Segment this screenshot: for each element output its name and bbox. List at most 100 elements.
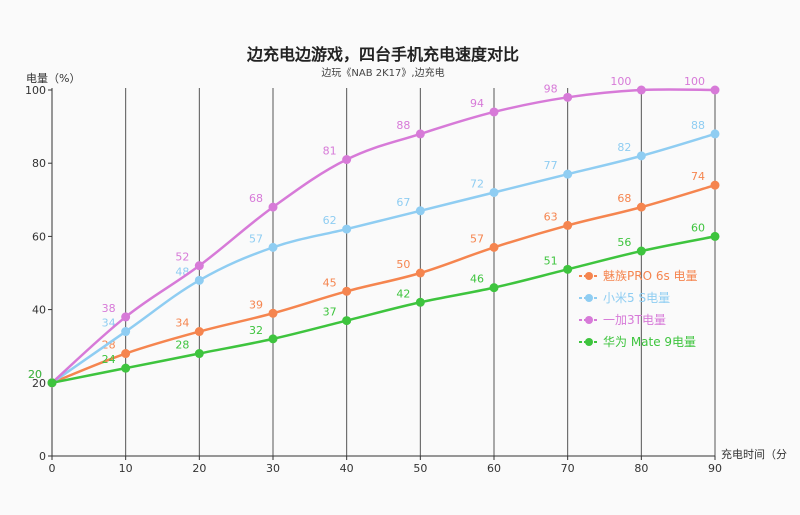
data-label: 81: [323, 145, 337, 158]
data-point: [342, 224, 352, 234]
data-point: [489, 283, 499, 293]
legend-label: 一加3T电量: [603, 313, 666, 327]
data-point: [268, 202, 278, 212]
data-point: [563, 92, 573, 102]
data-point: [415, 297, 425, 307]
y-tick-label: 40: [32, 304, 46, 317]
data-label: 20: [28, 368, 42, 381]
data-point: [268, 242, 278, 252]
data-label: 68: [249, 192, 263, 205]
data-label: 51: [544, 254, 558, 267]
data-point: [194, 261, 204, 271]
data-label: 32: [249, 324, 263, 337]
data-point: [636, 85, 646, 95]
x-tick-label: 50: [413, 462, 427, 475]
data-label: 50: [396, 258, 410, 271]
data-label: 56: [617, 236, 631, 249]
data-point: [636, 202, 646, 212]
data-point: [194, 349, 204, 359]
data-point: [415, 129, 425, 139]
data-point: [710, 231, 720, 241]
chart-title: 边充电边游戏，四台手机充电速度对比: [246, 45, 519, 64]
x-tick-label: 0: [49, 462, 56, 475]
legend-item: 魅族PRO 6s 电量: [579, 268, 698, 283]
x-tick-label: 90: [708, 462, 722, 475]
x-tick-label: 60: [487, 462, 501, 475]
data-point: [121, 327, 131, 337]
data-label: 74: [691, 170, 705, 183]
y-tick-label: 0: [39, 450, 46, 463]
data-point: [489, 242, 499, 252]
series-line: [51, 132, 716, 384]
data-label: 77: [544, 159, 558, 172]
x-tick-label: 80: [634, 462, 648, 475]
data-label: 20: [28, 368, 42, 381]
data-label: 38: [102, 302, 116, 315]
data-point: [710, 180, 720, 190]
data-label: 67: [396, 196, 410, 209]
data-label: 100: [684, 75, 705, 88]
series-line: [51, 88, 716, 384]
data-point: [636, 151, 646, 161]
data-label: 39: [249, 298, 263, 311]
data-point: [121, 363, 131, 373]
data-label: 94: [470, 97, 484, 110]
x-tick-label: 30: [266, 462, 280, 475]
data-point: [710, 85, 720, 95]
data-point: [47, 378, 57, 388]
data-label: 98: [544, 82, 558, 95]
data-label: 57: [249, 232, 263, 245]
data-label: 45: [323, 276, 337, 289]
x-tick-label: 40: [340, 462, 354, 475]
data-label: 20: [28, 368, 42, 381]
data-label: 37: [323, 306, 337, 319]
data-label: 68: [617, 192, 631, 205]
data-point: [194, 327, 204, 337]
data-label: 72: [470, 177, 484, 190]
series-line: [51, 183, 716, 384]
series-group: 2028343945505763687420344857626772778288…: [28, 75, 720, 388]
legend-label: 华为 Mate 9电量: [603, 335, 696, 349]
data-label: 82: [617, 141, 631, 154]
data-label: 57: [470, 232, 484, 245]
data-label: 34: [175, 317, 189, 330]
data-point: [710, 129, 720, 139]
axes: 0 20 40 60 80 100 0 10 20 30 40 50 60 70 80 90: [25, 84, 722, 475]
data-point: [121, 349, 131, 359]
data-point: [563, 169, 573, 179]
series-4: 20 24 28 32 37 42 46 51 56 60: [28, 221, 720, 388]
data-point: [121, 312, 131, 322]
series-1: 20 28 34 39 45 50 57 63 68 74: [28, 170, 720, 388]
data-label: 60: [691, 221, 705, 234]
legend-swatch-dot: [585, 316, 593, 324]
legend-label: 小米5 S电量: [603, 291, 670, 305]
y-tick-label: 60: [32, 230, 46, 243]
data-label: 28: [175, 339, 189, 352]
data-label: 88: [691, 119, 705, 132]
data-point: [415, 206, 425, 216]
data-point: [489, 107, 499, 117]
y-tick-label: 100: [25, 84, 46, 97]
x-tick-label: 10: [119, 462, 133, 475]
data-point: [415, 268, 425, 278]
legend-item: 小米5 S电量: [579, 291, 670, 305]
x-tick-label: 20: [192, 462, 206, 475]
data-point: [342, 316, 352, 326]
data-label: 24: [102, 353, 116, 366]
data-point: [563, 220, 573, 230]
data-label: 52: [175, 251, 189, 264]
data-point: [636, 246, 646, 256]
legend-swatch-dot: [585, 338, 593, 346]
legend-swatch-dot: [585, 272, 593, 280]
legend-item: 华为 Mate 9电量: [579, 335, 696, 349]
data-point: [194, 275, 204, 285]
data-point: [489, 187, 499, 197]
y-tick-label: 20: [32, 377, 46, 390]
y-axis-label: 电量（%）: [26, 72, 80, 85]
data-label: 88: [396, 119, 410, 132]
data-point: [268, 334, 278, 344]
data-label: 62: [323, 214, 337, 227]
